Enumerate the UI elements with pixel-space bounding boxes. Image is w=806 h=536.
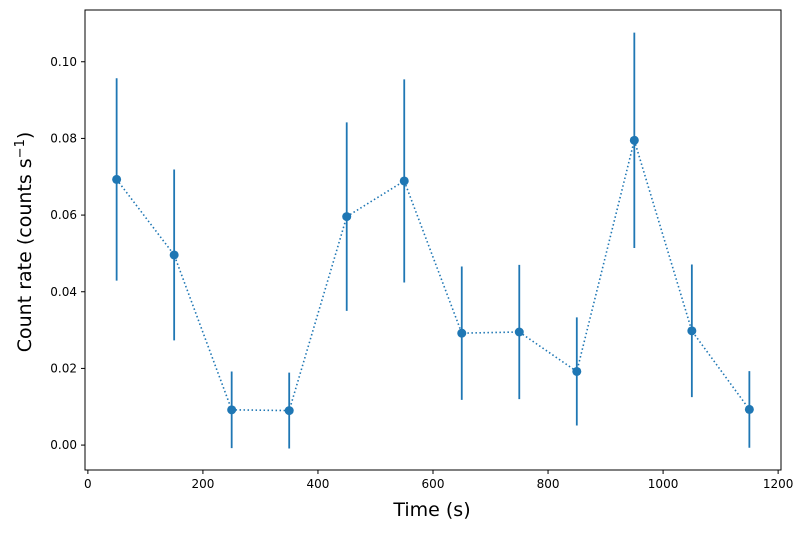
y-tick-label: 0.00 bbox=[50, 438, 77, 452]
x-tick-label: 600 bbox=[422, 477, 445, 491]
data-point bbox=[687, 326, 697, 336]
y-axis-title-main: Count rate (counts s bbox=[14, 158, 36, 352]
x-tick-label: 200 bbox=[191, 477, 214, 491]
data-point bbox=[457, 328, 467, 338]
y-axis-title-close: ) bbox=[14, 132, 36, 139]
series-line bbox=[116, 137, 751, 412]
y-tick-label: 0.04 bbox=[50, 285, 77, 299]
axes-group: 0 200 400 600 800 1000 1200 0.00 0.02 0.04 0.06 0.0… bbox=[50, 9, 794, 491]
data-point bbox=[572, 366, 582, 376]
y-tick-label: 0.10 bbox=[50, 55, 77, 69]
data-point bbox=[169, 250, 179, 260]
axes-frame bbox=[84, 9, 782, 471]
y-tick-label: 0.02 bbox=[50, 361, 77, 375]
axis-labels-group: Time (s) Count rate (counts s−1) bbox=[13, 132, 471, 521]
data-point bbox=[227, 405, 237, 415]
data-point bbox=[629, 135, 639, 145]
data-point bbox=[342, 212, 352, 222]
x-tick-label: 1000 bbox=[648, 477, 679, 491]
data-point bbox=[284, 406, 294, 416]
data-point bbox=[399, 176, 409, 186]
y-axis-title: Count rate (counts s−1) bbox=[13, 132, 36, 353]
data-point bbox=[744, 404, 754, 414]
y-tick-label: 0.08 bbox=[50, 131, 77, 145]
x-tick-label: 400 bbox=[307, 477, 330, 491]
x-tick-label: 0 bbox=[84, 477, 92, 491]
y-axis-title-sup: −1 bbox=[13, 139, 28, 158]
x-tick-label: 800 bbox=[537, 477, 560, 491]
data-point bbox=[112, 174, 122, 184]
series-group bbox=[112, 32, 754, 449]
data-point bbox=[514, 327, 524, 337]
x-axis-title: Time (s) bbox=[392, 499, 470, 521]
x-tick-label: 1200 bbox=[763, 477, 794, 491]
y-tick-label: 0.06 bbox=[50, 208, 77, 222]
